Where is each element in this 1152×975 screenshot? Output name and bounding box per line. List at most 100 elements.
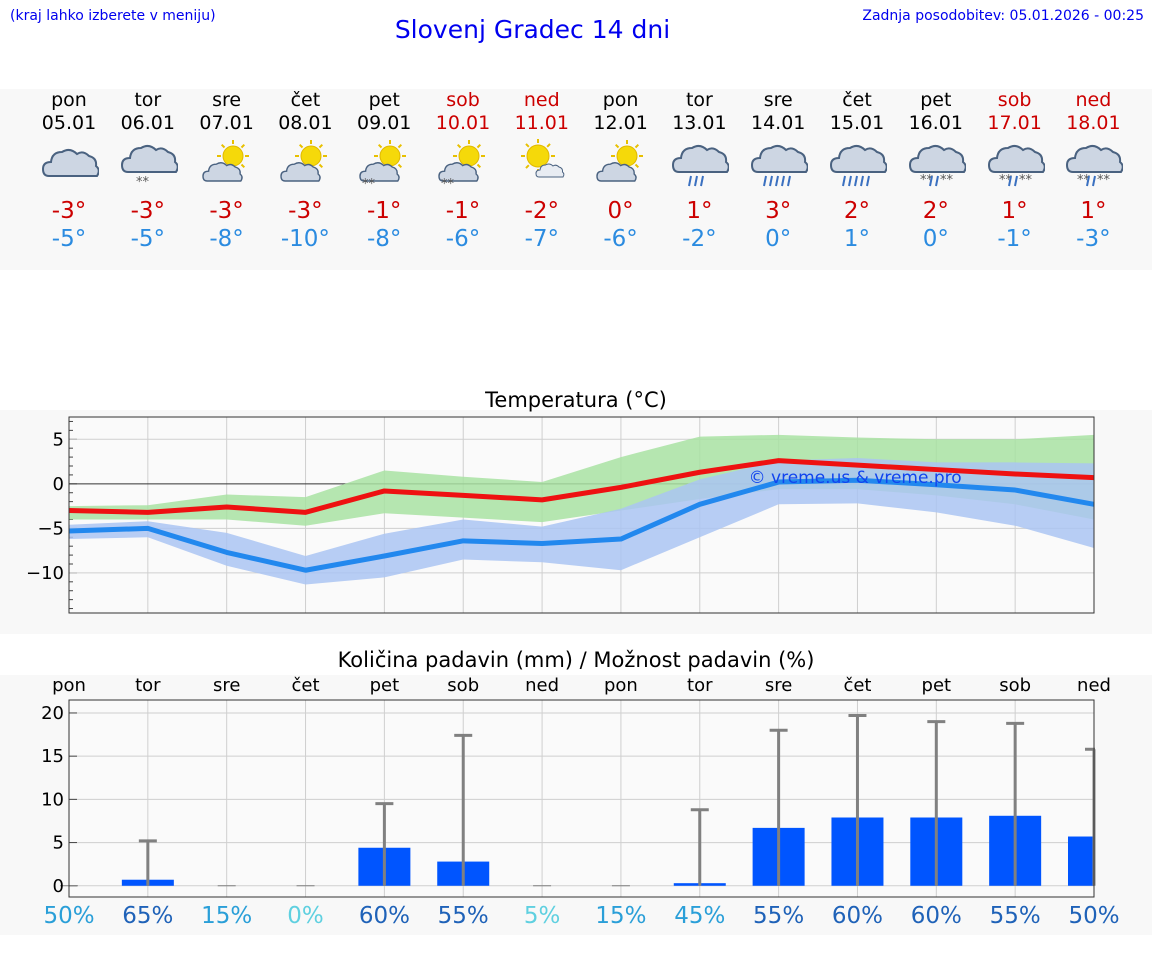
cloud-rain-icon <box>669 138 731 194</box>
precipitation-probability: 5% <box>523 903 561 929</box>
day-date: 13.01 <box>672 112 727 134</box>
day-date: 10.01 <box>435 112 491 134</box>
svg-text:**: ** <box>441 177 455 192</box>
day-max-temp: -2° <box>524 198 560 224</box>
max-temp-line <box>68 458 1095 515</box>
precipitation-probability: 60% <box>831 903 884 929</box>
day-max-temp: 1° <box>1080 198 1107 224</box>
precipitation-bar <box>1068 836 1094 886</box>
day-date: 11.01 <box>514 112 569 134</box>
sun-cloud-snow-icon: ** <box>433 138 493 194</box>
x-tick-label: tor <box>687 675 713 696</box>
day-min-temp: -7° <box>524 226 560 252</box>
day-max-temp: -3° <box>209 198 244 224</box>
cloud-heavy-rain-icon <box>827 138 888 194</box>
plot-frame <box>68 699 1095 898</box>
x-tick-label: sob <box>447 675 480 696</box>
day-name: tor <box>685 89 713 111</box>
x-tick-label: ned <box>525 675 560 696</box>
precipitation-probability: 50% <box>43 903 95 929</box>
x-tick-label: sre <box>212 675 241 696</box>
precipitation-probability: 50% <box>1068 903 1120 929</box>
day-max-temp: 3° <box>765 198 792 224</box>
day-date: 05.01 <box>41 112 97 134</box>
cloud-heavy-rain-icon <box>748 138 809 194</box>
x-tick-label: sre <box>764 675 793 696</box>
day-date: 09.01 <box>356 112 412 134</box>
day-date: 14.01 <box>750 112 806 134</box>
day-name: ned <box>1075 89 1112 111</box>
x-tick-label: tor <box>135 675 161 696</box>
precipitation-probability: 55% <box>753 903 805 929</box>
day-max-temp: 1° <box>686 198 713 224</box>
sun-small-cloud-icon <box>512 138 572 194</box>
day-date: 12.01 <box>593 112 648 134</box>
cloudy-icon <box>39 138 100 194</box>
day-min-temp: 0° <box>922 226 949 252</box>
last-update: Zadnja posodobitev: 05.01.2026 - 00:25 <box>862 8 1144 24</box>
cloud-snow-icon: ** <box>118 138 179 194</box>
cloud-sleet-icon: ** ** <box>985 138 1046 194</box>
daily-forecast-band <box>0 89 1152 270</box>
day-name: pet <box>920 89 952 111</box>
y-tick-label: 0 <box>53 876 64 897</box>
x-tick-label: čet <box>843 675 872 696</box>
day-date: 16.01 <box>908 112 963 134</box>
day-name: čet <box>290 89 321 111</box>
precipitation-probability: 60% <box>358 903 410 929</box>
y-tick-label: −10 <box>26 563 64 584</box>
precipitation-probability: 45% <box>674 903 726 929</box>
day-name: pet <box>368 89 400 111</box>
svg-text:**: ** <box>1019 173 1033 188</box>
day-max-temp: -3° <box>130 198 166 224</box>
x-tick-label: pet <box>369 675 400 696</box>
day-min-temp: -10° <box>280 226 330 252</box>
precipitation-probability: 60% <box>910 903 962 929</box>
y-tick-label: 5 <box>53 833 64 854</box>
y-tick-label: 20 <box>41 703 64 724</box>
precipitation-probability: 55% <box>989 903 1041 929</box>
day-min-temp: -8° <box>209 226 244 252</box>
watermark: © vreme.us & vreme.pro <box>749 468 962 488</box>
plot-frame <box>68 416 1095 614</box>
day-date: 07.01 <box>199 112 254 134</box>
svg-text:**: ** <box>362 177 376 192</box>
day-max-temp: -3° <box>288 198 323 224</box>
x-tick-label: pon <box>603 675 638 696</box>
min-temp-line <box>68 477 1095 573</box>
day-name: sob <box>446 89 480 111</box>
x-tick-label: čet <box>291 675 320 696</box>
day-name: pon <box>602 89 639 111</box>
precipitation-chart-title: Količina padavin (mm) / Možnost padavin … <box>337 648 815 672</box>
x-tick-label: sob <box>999 675 1032 696</box>
y-tick-label: 15 <box>41 746 64 767</box>
day-name: sre <box>212 89 242 111</box>
precipitation-probability: 65% <box>122 903 174 929</box>
sun-cloud-icon <box>275 138 335 194</box>
day-name: čet <box>842 89 872 111</box>
day-min-temp: 1° <box>843 226 871 252</box>
day-name: ned <box>523 89 560 111</box>
day-min-temp: -3° <box>1076 226 1111 252</box>
location-hint: (kraj lahko izberete v meniju) <box>10 8 216 24</box>
day-date: 08.01 <box>278 112 333 134</box>
sun-cloud-snow-icon: ** <box>354 138 414 194</box>
x-tick-label: pet <box>921 675 952 696</box>
day-max-temp: 1° <box>1001 198 1028 224</box>
svg-text:**: ** <box>136 175 150 190</box>
day-date: 18.01 <box>1066 112 1121 134</box>
day-date: 06.01 <box>120 112 175 134</box>
day-date: 15.01 <box>829 112 885 134</box>
day-name: sob <box>997 89 1032 111</box>
max-temp-range-band <box>69 434 1094 526</box>
x-tick-label: ned <box>1077 675 1111 696</box>
precipitation-probability: 55% <box>437 903 489 929</box>
y-tick-label: 0 <box>53 474 64 495</box>
precipitation-probability: 15% <box>201 903 253 929</box>
temperature-chart-title: Temperatura (°C) <box>485 388 667 412</box>
cloud-sleet-icon: ** ** <box>1063 138 1125 194</box>
day-max-temp: -1° <box>445 198 481 224</box>
min-temp-range-band <box>69 457 1094 585</box>
day-min-temp: -6° <box>445 226 481 252</box>
y-tick-label: −5 <box>37 518 64 539</box>
